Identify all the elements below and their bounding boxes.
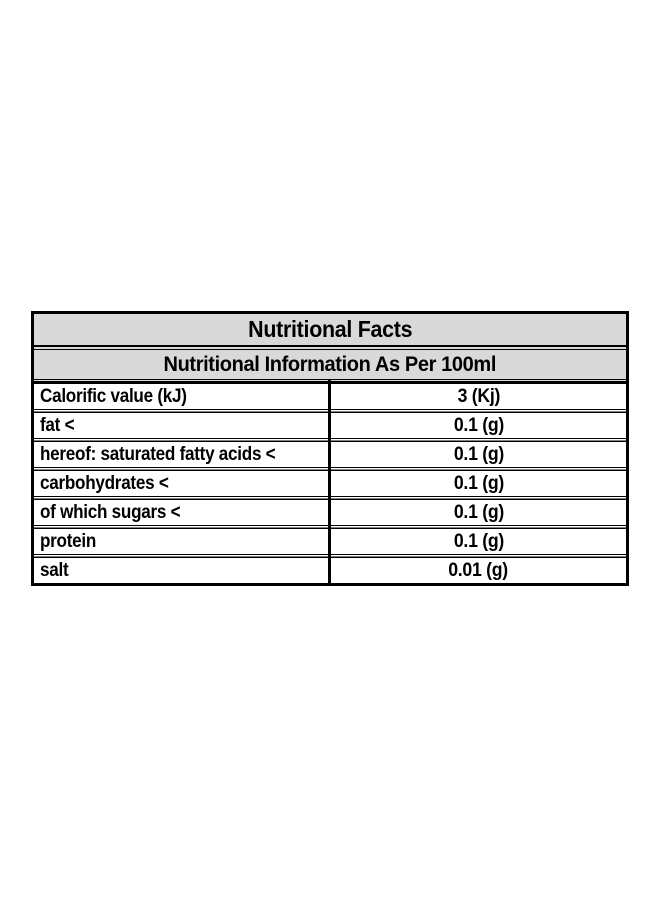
row-value: 0.1 (g) [453,414,504,436]
column-divider [328,379,331,583]
row-label: salt [40,559,69,581]
row-label: carbohydrates < [40,472,169,494]
row-value: 0.1 (g) [453,472,504,494]
nutrition-facts-table: Nutritional Facts Nutritional Informatio… [31,311,629,586]
row-value: 0.01 (g) [448,559,509,581]
row-value: 3 (Kj) [457,385,500,407]
table-body: Calorific value (kJ) 3 (Kj) fat < 0.1 (g… [34,379,626,583]
table-title: Nutritional Facts [247,316,413,342]
row-label: Calorific value (kJ) [40,385,187,407]
table-subtitle-row: Nutritional Information As Per 100ml [34,350,626,379]
table-title-row: Nutritional Facts [34,314,626,345]
row-value: 0.1 (g) [453,501,504,523]
table-subtitle: Nutritional Information As Per 100ml [163,352,497,376]
row-label: protein [40,530,97,552]
row-label: of which sugars < [40,501,181,523]
row-value: 0.1 (g) [453,443,504,465]
header-divider [34,345,626,350]
row-label: hereof: saturated fatty acids < [40,443,276,465]
row-value: 0.1 (g) [453,530,504,552]
row-label: fat < [40,414,75,436]
